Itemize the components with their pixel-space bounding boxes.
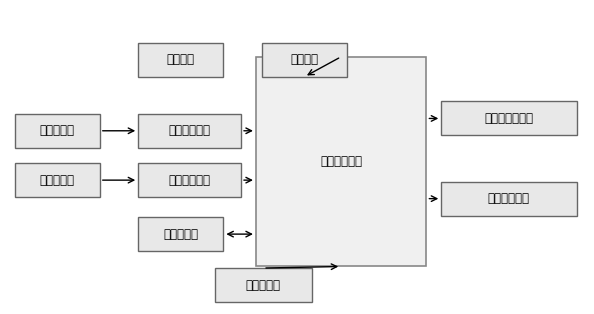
Text: 电磁阀控制模块: 电磁阀控制模块 bbox=[484, 112, 533, 125]
Bar bbox=[441, 101, 577, 135]
Bar bbox=[138, 43, 223, 77]
Text: 触摸屏输入: 触摸屏输入 bbox=[246, 279, 280, 291]
Bar bbox=[138, 217, 223, 251]
Bar bbox=[262, 43, 347, 77]
Text: 温度传感器: 温度传感器 bbox=[163, 228, 198, 241]
Bar bbox=[14, 163, 100, 197]
Bar bbox=[138, 114, 241, 148]
Text: 液晶显示: 液晶显示 bbox=[290, 53, 318, 66]
Text: 绝压传感器: 绝压传感器 bbox=[40, 174, 75, 187]
Bar bbox=[14, 114, 100, 148]
Text: 中央处理模块: 中央处理模块 bbox=[320, 155, 362, 168]
Text: 差压传感器: 差压传感器 bbox=[40, 124, 75, 137]
Text: 信号调理电路: 信号调理电路 bbox=[169, 174, 211, 187]
Bar bbox=[441, 182, 577, 216]
Text: 电源模块: 电源模块 bbox=[167, 53, 195, 66]
Bar bbox=[214, 268, 312, 302]
Bar bbox=[256, 57, 426, 267]
Text: 信号调理电路: 信号调理电路 bbox=[169, 124, 211, 137]
Bar bbox=[138, 163, 241, 197]
Text: 声光报警模块: 声光报警模块 bbox=[488, 192, 530, 205]
